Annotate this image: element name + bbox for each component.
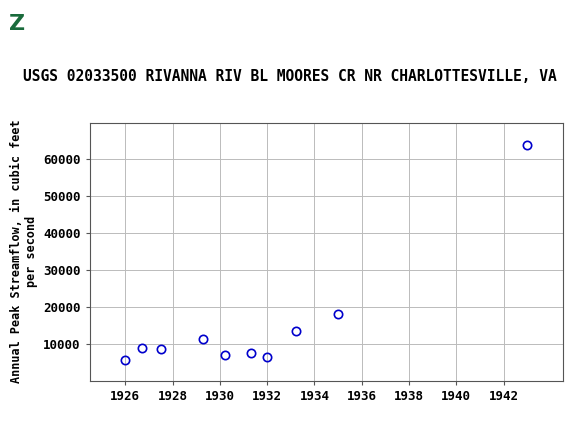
- FancyBboxPatch shape: [6, 4, 64, 46]
- Y-axis label: Annual Peak Streamflow, in cubic feet
per second: Annual Peak Streamflow, in cubic feet pe…: [10, 120, 38, 384]
- Text: Z: Z: [9, 14, 25, 34]
- Text: USGS: USGS: [67, 15, 126, 34]
- Text: USGS 02033500 RIVANNA RIV BL MOORES CR NR CHARLOTTESVILLE, VA: USGS 02033500 RIVANNA RIV BL MOORES CR N…: [23, 69, 557, 84]
